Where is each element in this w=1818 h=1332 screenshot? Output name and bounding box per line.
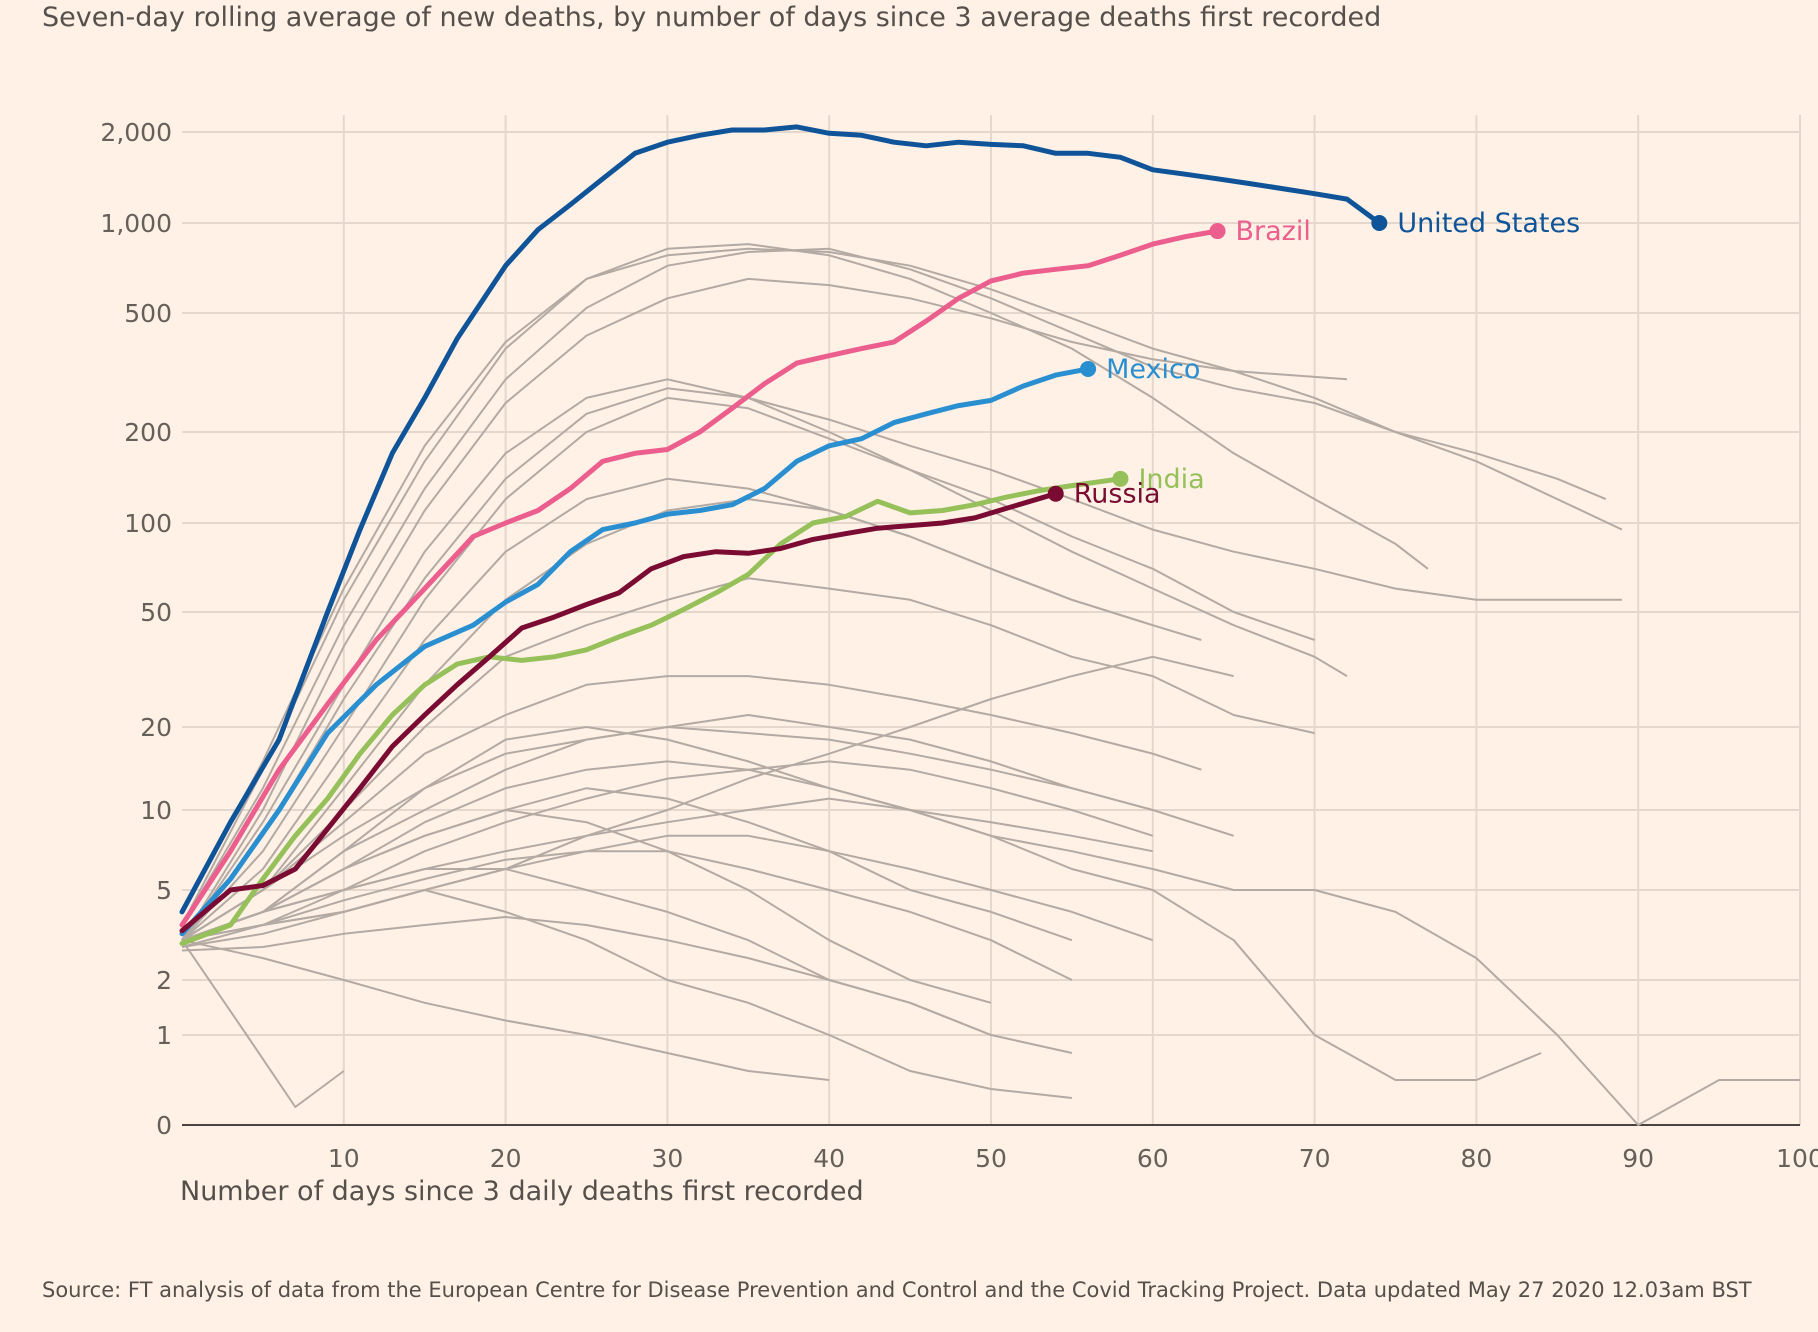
united-states-series-label: United States [1397, 208, 1580, 239]
country-series-line [181, 247, 1607, 913]
united-states-end-marker [1371, 215, 1388, 231]
highlighted-series-layer [179, 124, 1388, 946]
y-tick-label: 0 [156, 1111, 172, 1140]
grid-layer: 0 1 2 5 10 20 50 100 200 500 1,000 2,000 10 20 30 40 50 6… [100, 115, 1818, 1173]
y-tick-label: 2,000 [100, 118, 172, 147]
country-series-line [181, 387, 1622, 941]
country-series-line [181, 850, 1073, 981]
mexico-series-label: Mexico [1106, 354, 1200, 385]
source-note: Source: FT analysis of data from the Eur… [42, 1278, 1752, 1302]
x-tick-label: 30 [651, 1144, 683, 1173]
x-tick-label: 90 [1622, 1144, 1654, 1173]
y-tick-label: 20 [140, 713, 172, 742]
chart-subtitle: Seven-day rolling average of new deaths,… [42, 2, 1382, 33]
russia-end-marker [1047, 485, 1064, 502]
y-tick-label: 500 [124, 299, 172, 328]
country-series-line [181, 939, 830, 1081]
country-series-line [181, 655, 1234, 942]
country-series-line [181, 714, 1235, 942]
country-series-line [181, 675, 1202, 942]
y-tick-label: 2 [156, 966, 172, 995]
country-series-line [181, 498, 1154, 942]
country-series-line [181, 396, 1315, 941]
country-series-line [181, 243, 1429, 926]
x-tick-label: 70 [1299, 1144, 1331, 1173]
brazil-series-label: Brazil [1236, 216, 1311, 247]
y-tick-label: 1,000 [100, 209, 172, 238]
country-series-line [181, 797, 1153, 942]
y-tick-label: 5 [156, 876, 172, 905]
brazil-end-marker [1209, 223, 1226, 240]
x-tick-label: 10 [328, 1144, 360, 1173]
india-series-label: India [1138, 464, 1204, 495]
x-tick-label: 50 [975, 1144, 1007, 1173]
country-series-line [181, 760, 1542, 1081]
y-tick-label: 10 [140, 796, 172, 825]
country-series-line [181, 916, 992, 1036]
russia-series-label: Russia [1074, 479, 1161, 510]
mexico-end-marker [1080, 360, 1097, 377]
country-series-line [181, 477, 1202, 941]
country-series-line [181, 247, 1623, 926]
united-states-series-line [179, 124, 1382, 915]
x-tick-label: 60 [1137, 1144, 1169, 1173]
country-series-line [181, 577, 1315, 942]
russia-series-line [179, 491, 1059, 934]
y-tick-label: 100 [124, 509, 172, 538]
brazil-series-line [179, 228, 1220, 928]
x-tick-label: 20 [490, 1144, 522, 1173]
india-end-marker [1112, 470, 1129, 487]
x-tick-label: 100 [1776, 1144, 1818, 1173]
y-tick-label: 50 [140, 598, 172, 627]
y-tick-label: 1 [156, 1021, 172, 1050]
country-series-line [181, 277, 1348, 941]
country-series-line [181, 787, 1073, 942]
x-tick-label: 40 [813, 1144, 845, 1173]
other-series-layer [181, 243, 1800, 1126]
y-tick-label: 200 [124, 418, 172, 447]
country-series-line [181, 939, 345, 1108]
india-series-line [179, 476, 1123, 946]
chart-plot: 0 1 2 5 10 20 50 100 200 500 1,000 2,000 10 20 30 40 50 6… [100, 115, 1818, 1173]
mexico-series-line [179, 366, 1091, 937]
country-series-line [181, 378, 1348, 941]
x-axis-title: Number of days since 3 daily deaths firs… [180, 1176, 864, 1207]
x-tick-label: 80 [1460, 1144, 1492, 1173]
